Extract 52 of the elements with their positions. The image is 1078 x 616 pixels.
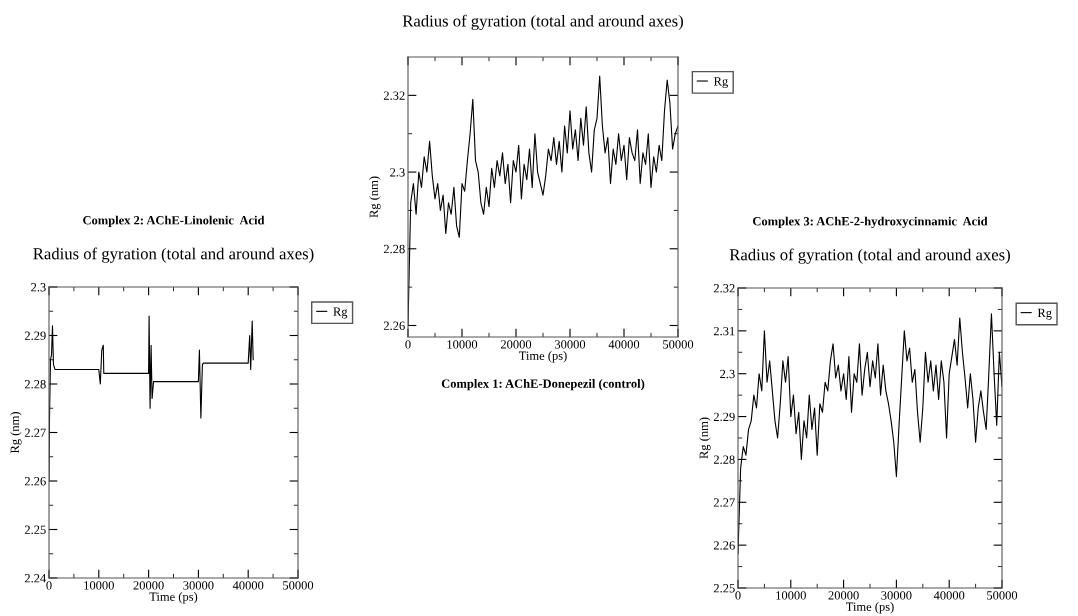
x-tick-label: 40000: [933, 591, 965, 600]
y-tick-label: 2.31: [713, 326, 735, 336]
x-tick-label: 20000: [133, 581, 164, 590]
y-tick-label: 2.32: [383, 91, 405, 100]
x-axis-title: Time (ps): [149, 592, 198, 604]
x-tick-label: 40000: [608, 340, 640, 349]
y-tick-label: 2.27: [713, 498, 735, 507]
x-axis-title: Time (ps): [845, 602, 894, 614]
x-tick-label: 10000: [776, 591, 806, 600]
x-tick-label: 0: [405, 340, 411, 349]
y-tick-label: 2.27: [24, 428, 46, 438]
y-tick-label: 2.25: [24, 525, 46, 535]
chart-title: Radius of gyration (total and around axes): [729, 248, 1010, 264]
y-tick-label: 2.29: [713, 412, 735, 422]
y-tick-label: 2.25: [713, 584, 735, 593]
y-axis-title: Rg (nm): [369, 176, 381, 218]
y-axis-title: Rg (nm): [699, 417, 711, 459]
text: Complex 1: AChE-Donepezil (control): [441, 379, 645, 391]
x-tick-label: 40000: [232, 581, 264, 590]
y-tick-label: 2.26: [24, 477, 46, 486]
x-tick-label: 50000: [283, 581, 314, 590]
y-tick-label: 2.26: [383, 321, 405, 331]
x-tick-label: 30000: [183, 581, 214, 590]
x-tick-label: 0: [46, 581, 52, 590]
x-tick-label: 30000: [881, 591, 912, 600]
y-tick-label: 2.28: [383, 244, 405, 254]
legend-label: Rg: [1037, 308, 1052, 320]
x-tick-label: 50000: [987, 591, 1018, 600]
x-tick-label: 10000: [447, 340, 478, 349]
y-tick-label: 2.28: [24, 380, 46, 389]
y-tick-label: 2.24: [24, 574, 47, 583]
x-tick-label: 20000: [828, 591, 859, 600]
chart-title: Radius of gyration (total and around axes): [33, 247, 314, 263]
y-tick-label: 2.32: [713, 284, 735, 293]
y-axis-title: Rg (nm): [10, 412, 22, 454]
text: Complex 2: AChE-Linolenic Acid: [83, 215, 265, 227]
x-tick-label: 30000: [554, 340, 586, 349]
x-tick-label: 0: [735, 591, 741, 600]
y-tick-label: 2.3: [720, 369, 735, 379]
legend-label: Rg: [713, 77, 728, 89]
y-tick-label: 2.3: [390, 168, 405, 177]
legend-label: Rg: [333, 307, 348, 319]
y-tick-label: 2.26: [713, 541, 735, 550]
x-tick-label: 10000: [84, 581, 114, 590]
y-tick-label: 2.29: [24, 331, 46, 341]
text: Complex 3: AChE-2-hydroxycinnamic Acid: [753, 216, 988, 228]
y-tick-label: 2.28: [713, 455, 735, 464]
x-tick-label: 20000: [500, 340, 532, 349]
y-tick-label: 2.3: [31, 283, 46, 292]
x-axis-title: Time (ps): [518, 351, 567, 363]
x-tick-label: 50000: [663, 340, 694, 349]
chart-title: Radius of gyration (total and around axes): [402, 14, 683, 31]
